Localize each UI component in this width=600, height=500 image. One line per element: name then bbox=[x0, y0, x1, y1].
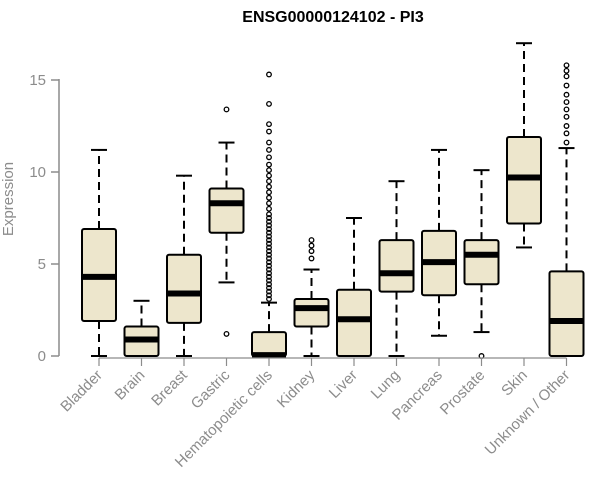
outlier-point bbox=[266, 226, 272, 232]
y-ticks: 0 5 10 15 bbox=[29, 72, 59, 365]
outlier-point bbox=[266, 189, 272, 196]
outlier-point bbox=[266, 71, 272, 78]
outlier-point bbox=[266, 229, 272, 236]
outlier-point bbox=[563, 113, 570, 120]
outlier-point bbox=[266, 255, 272, 262]
box-unknown-other bbox=[548, 62, 585, 357]
iqr-box bbox=[293, 297, 330, 328]
x-category-label: Skin bbox=[498, 367, 531, 400]
box-bladder bbox=[81, 148, 117, 357]
outlier-point bbox=[563, 130, 570, 137]
outlier-point bbox=[266, 292, 272, 299]
outlier-point bbox=[266, 146, 272, 153]
x-category-label: Breast bbox=[148, 366, 191, 409]
box-kidney bbox=[293, 237, 330, 357]
outlier-point bbox=[266, 100, 272, 107]
outlier-point bbox=[308, 242, 315, 249]
outlier-point bbox=[266, 273, 272, 280]
outlier-point bbox=[266, 205, 272, 212]
outlier-point bbox=[266, 139, 272, 146]
outlier-point bbox=[266, 270, 272, 277]
iqr-box bbox=[336, 288, 372, 358]
box-pancreas bbox=[421, 148, 457, 337]
outlier-point bbox=[563, 82, 570, 89]
boxes-group bbox=[81, 42, 585, 359]
box-brain bbox=[123, 299, 160, 357]
outlier-point bbox=[308, 255, 315, 262]
outlier-point bbox=[266, 248, 272, 255]
x-category-label: Kidney bbox=[274, 366, 319, 411]
outlier-point bbox=[266, 128, 272, 135]
box-gastric bbox=[208, 106, 245, 337]
outlier-point bbox=[266, 277, 272, 284]
outlier-point bbox=[266, 288, 272, 295]
outlier-point bbox=[266, 266, 272, 273]
box-liver bbox=[336, 217, 372, 358]
chart-title: ENSG00000124102 - PI3 bbox=[242, 9, 424, 26]
outlier-point bbox=[266, 121, 272, 128]
outlier-point bbox=[266, 218, 272, 225]
outlier-point bbox=[223, 330, 230, 337]
outlier-point bbox=[308, 237, 315, 244]
box-skin bbox=[506, 42, 542, 249]
iqr-box bbox=[548, 270, 585, 357]
outlier-point bbox=[266, 178, 272, 185]
y-tick-label: 15 bbox=[29, 72, 46, 89]
outlier-point bbox=[223, 106, 230, 113]
outlier-point bbox=[266, 194, 272, 201]
outlier-point bbox=[266, 161, 272, 168]
box-breast bbox=[166, 174, 202, 357]
outlier-point bbox=[266, 200, 272, 207]
box-hematopoietic-cells bbox=[251, 71, 287, 359]
outlier-point bbox=[563, 91, 570, 98]
y-axis-label: Expression bbox=[0, 162, 17, 236]
x-category-label: Liver bbox=[326, 367, 361, 402]
outlier-point bbox=[266, 251, 272, 258]
outlier-point bbox=[563, 123, 570, 129]
outlier-point bbox=[308, 248, 315, 255]
outlier-point bbox=[266, 237, 272, 244]
outlier-point bbox=[563, 99, 570, 106]
y-tick-label: 10 bbox=[29, 164, 46, 181]
iqr-box bbox=[378, 239, 415, 293]
outlier-point bbox=[266, 281, 272, 288]
outlier-point bbox=[266, 233, 272, 240]
iqr-box bbox=[166, 253, 202, 324]
outlier-point bbox=[266, 172, 272, 179]
outlier-point bbox=[563, 73, 570, 80]
outlier-point bbox=[266, 167, 272, 174]
outlier-point bbox=[266, 215, 272, 221]
box-prostate bbox=[463, 169, 500, 359]
outlier-point bbox=[563, 67, 570, 74]
outlier-point bbox=[266, 244, 272, 251]
x-category-label: Prostate bbox=[437, 367, 489, 419]
y-tick-label: 0 bbox=[38, 348, 46, 365]
outlier-point bbox=[266, 211, 272, 218]
outlier-point bbox=[266, 284, 272, 291]
outlier-point bbox=[266, 240, 272, 247]
iqr-box bbox=[208, 187, 245, 234]
x-category-label: Bladder bbox=[57, 367, 106, 416]
x-category-label: Lung bbox=[368, 367, 404, 403]
outlier-point bbox=[563, 62, 570, 69]
outlier-point bbox=[266, 183, 272, 190]
outlier-point bbox=[266, 296, 272, 302]
box-lung bbox=[378, 180, 415, 357]
outlier-point bbox=[266, 262, 272, 269]
iqr-box bbox=[463, 239, 500, 286]
y-tick-label: 5 bbox=[38, 256, 46, 273]
outlier-point bbox=[266, 154, 272, 161]
outlier-point bbox=[563, 139, 570, 146]
outlier-point bbox=[266, 259, 272, 266]
outlier-point bbox=[266, 222, 272, 229]
x-category-label: Brain bbox=[112, 367, 149, 404]
outlier-point bbox=[563, 106, 570, 113]
